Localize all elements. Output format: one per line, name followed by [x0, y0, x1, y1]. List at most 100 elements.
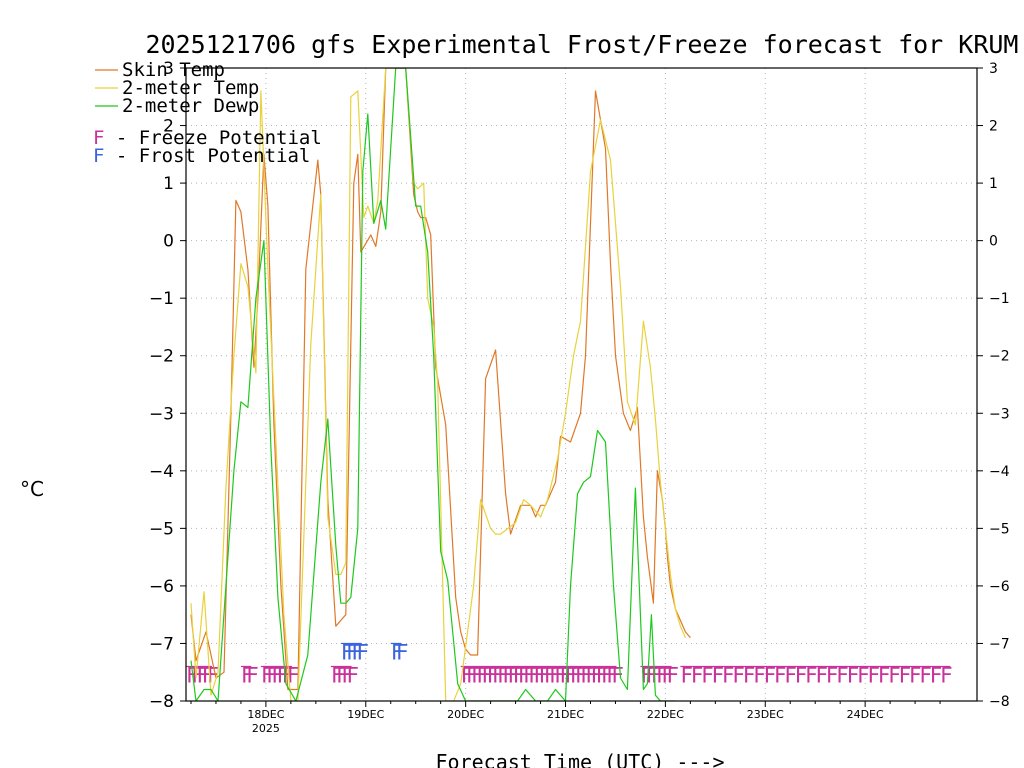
freeze-potential-mark: F: [575, 663, 588, 687]
freeze-potential-mark: F: [481, 663, 494, 687]
freeze-potential-mark: F: [691, 663, 704, 687]
freeze-potential-mark: F: [241, 663, 254, 687]
freeze-potential-mark: F: [580, 663, 593, 687]
freeze-potential-mark: F: [346, 663, 359, 687]
freeze-potential-mark: F: [471, 663, 484, 687]
y-tick-label: −4: [149, 462, 174, 482]
y-tick-label-right: 2: [989, 119, 998, 135]
freeze-potential-mark: F: [533, 663, 546, 687]
y-axis-label: °C: [20, 477, 44, 501]
y-tick-label-right: −5: [989, 521, 1010, 537]
freeze-potential-mark: F: [712, 663, 725, 687]
freeze-potential-mark: F: [492, 663, 505, 687]
freeze-potential-mark: F: [930, 663, 943, 687]
frost-potential-mark: F: [356, 640, 369, 664]
y-tick-label: −7: [149, 634, 174, 654]
frost-potential-mark: F: [391, 640, 404, 664]
y-tick-label-right: −1: [989, 291, 1010, 307]
x-tick-sublabel: 2025: [252, 722, 280, 735]
freeze-potential-mark: F: [743, 663, 756, 687]
freeze-potential-mark: F: [847, 663, 860, 687]
y-tick-label-right: 0: [989, 234, 998, 250]
freeze-potential-mark: F: [732, 663, 745, 687]
freeze-potential-mark: F: [513, 663, 526, 687]
y-tick-label-right: −8: [989, 694, 1010, 710]
y-tick-label-right: 1: [989, 176, 998, 192]
series-lines: [190, 68, 691, 701]
freeze-potential-mark: F: [596, 663, 609, 687]
legend-freeze-potential: F - Freeze Potential: [93, 127, 322, 149]
freeze-potential-mark: F: [497, 663, 510, 687]
freeze-potential-mark: F: [701, 663, 714, 687]
two-meter-dewp-line: [190, 68, 676, 701]
freeze-potential-mark: F: [836, 663, 849, 687]
freeze-potential-mark: F: [261, 663, 274, 687]
freeze-potential-mark: F: [940, 663, 953, 687]
freeze-potential-mark: F: [507, 663, 520, 687]
y-tick-label: −5: [149, 519, 174, 539]
legend-skin-temp: Skin Temp: [122, 59, 225, 81]
y-tick-label-right: −2: [989, 349, 1010, 365]
x-tick-label: 24DEC: [847, 708, 884, 721]
y-tick-label: 1: [163, 174, 174, 194]
freeze-potential-mark: F: [611, 663, 624, 687]
freeze-potential-mark: F: [266, 663, 279, 687]
freeze-potential-mark: F: [795, 663, 808, 687]
freeze-potential-mark: F: [680, 663, 693, 687]
x-tick-label: 21DEC: [547, 708, 584, 721]
freeze-potential-mark: F: [774, 663, 787, 687]
frost-potential-mark: F: [341, 640, 354, 664]
legend-frost-potential: F - Frost Potential: [93, 145, 310, 167]
y-axis-right: −8 −7 −6 −5 −4 −3 −2 −1 0 1 2 3: [977, 61, 1010, 710]
freeze-potential-mark: F: [191, 663, 204, 687]
freeze-potential-mark: F: [539, 663, 552, 687]
freeze-potential-mark: F: [466, 663, 479, 687]
y-tick-label: −6: [149, 577, 174, 597]
y-tick-label: −2: [149, 347, 174, 367]
frost-potential-mark: F: [396, 640, 409, 664]
freeze-potential-mark: F: [246, 663, 259, 687]
freeze-potential-mark: F: [554, 663, 567, 687]
freeze-potential-mark: F: [878, 663, 891, 687]
x-tick-label: 19DEC: [347, 708, 384, 721]
freeze-potential-mark: F: [487, 663, 500, 687]
freeze-potential-mark: F: [661, 663, 674, 687]
freeze-potential-mark: F: [919, 663, 932, 687]
y-tick-label-right: −3: [989, 406, 1010, 422]
y-tick-label: −1: [149, 289, 174, 309]
y-tick-label: 2: [163, 117, 174, 137]
x-tick-label: 22DEC: [647, 708, 684, 721]
freeze-potential-mark: F: [909, 663, 922, 687]
freeze-potential-mark: F: [763, 663, 776, 687]
freeze-potential-mark: F: [528, 663, 541, 687]
freeze-potential-mark: F: [202, 663, 215, 687]
x-tick-label: 23DEC: [747, 708, 784, 721]
freeze-potential-mark: F: [606, 663, 619, 687]
freeze-potential-mark: F: [666, 663, 679, 687]
freeze-potential-mark: F: [656, 663, 669, 687]
y-tick-label-right: −7: [989, 636, 1010, 652]
freeze-potential-mark: F: [544, 663, 557, 687]
freeze-potential-mark: F: [570, 663, 583, 687]
freeze-potential-mark: F: [867, 663, 880, 687]
y-tick-label-right: 3: [989, 61, 998, 77]
freeze-potential-mark: F: [601, 663, 614, 687]
y-tick-label-right: −4: [989, 464, 1010, 480]
y-tick-label: 3: [163, 59, 174, 79]
freeze-potential-mark: F: [722, 663, 735, 687]
plot-frame: [185, 67, 978, 702]
freeze-potential-mark: F: [826, 663, 839, 687]
freeze-potential-mark: F: [461, 663, 474, 687]
freeze-potential-mark: F: [287, 663, 300, 687]
legend-2m-temp: 2-meter Temp: [122, 77, 259, 99]
freeze-potential-mark: F: [590, 663, 603, 687]
freeze-potential-mark: F: [336, 663, 349, 687]
x-tick-label: 20DEC: [447, 708, 484, 721]
freeze-potential-mark: F: [565, 663, 578, 687]
y-tick-label: 0: [163, 232, 174, 252]
freeze-potential-mark: F: [898, 663, 911, 687]
